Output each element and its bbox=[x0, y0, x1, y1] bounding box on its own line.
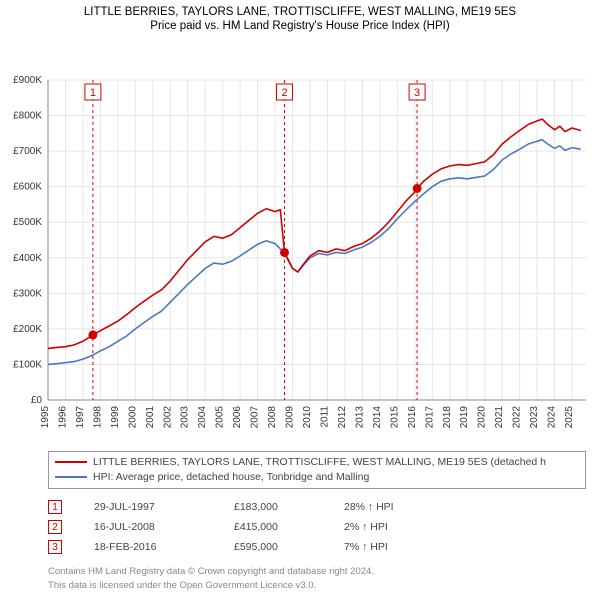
attribution: Contains HM Land Registry data © Crown c… bbox=[48, 565, 600, 592]
svg-text:2: 2 bbox=[281, 87, 287, 99]
attribution-line: Contains HM Land Registry data © Crown c… bbox=[48, 565, 600, 578]
svg-text:2015: 2015 bbox=[389, 406, 400, 429]
svg-text:£100K: £100K bbox=[13, 359, 42, 370]
svg-text:2013: 2013 bbox=[354, 406, 365, 429]
legend-item-property: LITTLE BERRIES, TAYLORS LANE, TROTTISCLI… bbox=[55, 455, 579, 470]
svg-text:2022: 2022 bbox=[512, 406, 523, 429]
svg-text:2004: 2004 bbox=[197, 406, 208, 429]
svg-text:2002: 2002 bbox=[162, 406, 173, 429]
sale-delta: 28% ↑ HPI bbox=[344, 501, 394, 513]
svg-text:£400K: £400K bbox=[13, 253, 42, 264]
svg-text:2025: 2025 bbox=[564, 406, 575, 429]
sale-price: £415,000 bbox=[234, 521, 344, 533]
svg-text:2006: 2006 bbox=[232, 406, 243, 429]
svg-text:£900K: £900K bbox=[13, 75, 42, 86]
svg-text:2016: 2016 bbox=[407, 406, 418, 429]
sale-badge: 2 bbox=[48, 520, 62, 534]
svg-text:2017: 2017 bbox=[424, 406, 435, 429]
title-address: LITTLE BERRIES, TAYLORS LANE, TROTTISCLI… bbox=[0, 6, 600, 18]
svg-text:£300K: £300K bbox=[13, 288, 42, 299]
sale-row: 3 18-FEB-2016£595,0007% ↑ HPI bbox=[48, 537, 600, 557]
svg-text:2007: 2007 bbox=[250, 406, 261, 429]
svg-text:2009: 2009 bbox=[285, 406, 296, 429]
svg-text:1998: 1998 bbox=[92, 406, 103, 429]
sale-price: £595,000 bbox=[234, 541, 344, 553]
svg-text:1999: 1999 bbox=[110, 406, 121, 429]
sale-badge: 1 bbox=[48, 500, 62, 514]
attribution-line: This data is licensed under the Open Gov… bbox=[48, 579, 600, 592]
sale-badge: 3 bbox=[48, 540, 62, 554]
svg-text:£600K: £600K bbox=[13, 182, 42, 193]
sale-row: 2 16-JUL-2008£415,0002% ↑ HPI bbox=[48, 517, 600, 537]
svg-text:1: 1 bbox=[90, 87, 96, 99]
svg-text:2011: 2011 bbox=[319, 406, 330, 428]
legend-label: LITTLE BERRIES, TAYLORS LANE, TROTTISCLI… bbox=[93, 456, 546, 468]
svg-text:2020: 2020 bbox=[477, 406, 488, 429]
title-subtitle: Price paid vs. HM Land Registry's House … bbox=[0, 20, 600, 32]
svg-text:2008: 2008 bbox=[267, 406, 278, 429]
svg-text:2024: 2024 bbox=[547, 406, 558, 429]
sales-table: 1 29-JUL-1997£183,00028% ↑ HPI 2 16-JUL-200… bbox=[48, 497, 600, 557]
sale-delta: 7% ↑ HPI bbox=[344, 541, 388, 553]
svg-text:1996: 1996 bbox=[57, 406, 68, 429]
svg-text:1997: 1997 bbox=[75, 406, 86, 429]
svg-text:£800K: £800K bbox=[13, 111, 42, 122]
svg-text:2019: 2019 bbox=[459, 406, 470, 429]
svg-text:2001: 2001 bbox=[145, 406, 156, 429]
legend-label: HPI: Average price, detached house, Tonb… bbox=[93, 471, 369, 483]
svg-text:£500K: £500K bbox=[13, 217, 42, 228]
svg-text:2018: 2018 bbox=[442, 406, 453, 429]
svg-text:2000: 2000 bbox=[127, 406, 138, 429]
svg-text:2005: 2005 bbox=[215, 406, 226, 429]
svg-text:£700K: £700K bbox=[13, 146, 42, 157]
svg-text:2012: 2012 bbox=[337, 406, 348, 429]
svg-text:£200K: £200K bbox=[13, 324, 42, 335]
svg-text:1995: 1995 bbox=[40, 406, 51, 429]
svg-text:2003: 2003 bbox=[180, 406, 191, 429]
legend: LITTLE BERRIES, TAYLORS LANE, TROTTISCLI… bbox=[48, 451, 586, 489]
svg-text:2014: 2014 bbox=[372, 406, 383, 429]
sale-date: 16-JUL-2008 bbox=[94, 521, 234, 533]
sale-date: 18-FEB-2016 bbox=[94, 541, 234, 553]
svg-text:2010: 2010 bbox=[302, 406, 313, 429]
svg-text:3: 3 bbox=[414, 87, 420, 99]
sale-date: 29-JUL-1997 bbox=[94, 501, 234, 513]
legend-item-hpi: HPI: Average price, detached house, Tonb… bbox=[55, 470, 579, 485]
svg-text:2021: 2021 bbox=[494, 406, 505, 429]
svg-text:£0: £0 bbox=[31, 395, 43, 406]
svg-text:2023: 2023 bbox=[529, 406, 540, 429]
sale-price: £183,000 bbox=[234, 501, 344, 513]
price-chart: £0 £100K £200K £300K £400K £500K £600K £700K £80… bbox=[0, 32, 600, 447]
sale-delta: 2% ↑ HPI bbox=[344, 521, 388, 533]
sale-row: 1 29-JUL-1997£183,00028% ↑ HPI bbox=[48, 497, 600, 517]
